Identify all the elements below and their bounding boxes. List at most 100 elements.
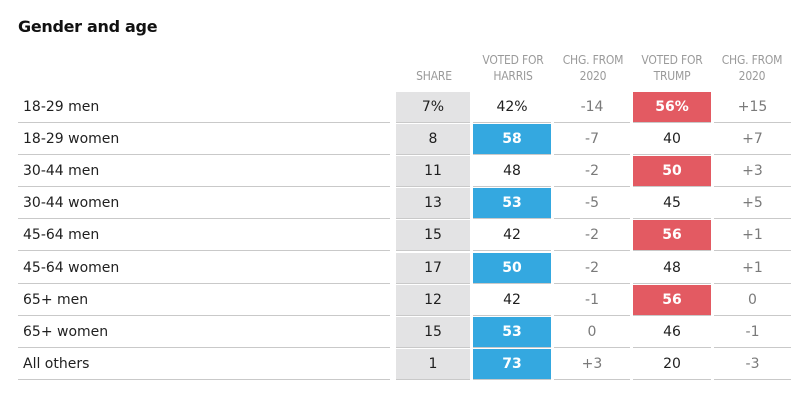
trump-cell: 20 <box>663 356 681 372</box>
trump-change-cell: +5 <box>742 195 763 211</box>
harris-cell: 73 <box>473 349 551 379</box>
share-cell: 7% <box>396 92 470 122</box>
row-label: All others <box>23 356 90 372</box>
header-harris-line2: HARRIS <box>493 69 533 83</box>
trump-change-cell: +3 <box>742 163 763 179</box>
row-divider <box>18 122 390 123</box>
trump-change-cell: +7 <box>742 131 763 147</box>
row-divider <box>633 315 711 316</box>
row-divider <box>396 379 470 380</box>
chart-title: Gender and age <box>18 17 158 36</box>
header-trump: VOTED FOR TRUMP <box>633 52 711 84</box>
row-divider <box>714 347 791 348</box>
row-divider <box>396 250 470 251</box>
row-label: 18-29 women <box>23 131 120 147</box>
header-share: SHARE <box>398 52 470 84</box>
harris-cell: 58 <box>473 124 551 154</box>
row-divider <box>396 122 470 123</box>
header-chg-trump-line1: CHG. FROM <box>721 53 783 67</box>
row-label: 45-64 men <box>23 227 100 243</box>
row-divider <box>18 283 390 284</box>
trump-change-cell: -1 <box>745 324 760 340</box>
row-divider <box>633 154 711 155</box>
row-divider <box>473 250 551 251</box>
harris-change-cell: -14 <box>580 99 604 115</box>
row-divider <box>396 218 470 219</box>
header-chg-harris-line1: CHG. FROM <box>562 53 624 67</box>
trump-cell: 56 <box>633 220 711 250</box>
header-chg-harris-line2: 2020 <box>579 69 607 83</box>
row-divider <box>554 347 630 348</box>
row-divider <box>18 250 390 251</box>
share-cell: 12 <box>396 285 470 315</box>
header-share-line1 <box>398 52 470 68</box>
row-divider <box>714 379 791 380</box>
trump-cell: 50 <box>633 156 711 186</box>
row-divider <box>473 283 551 284</box>
row-divider <box>714 186 791 187</box>
trump-cell: 46 <box>663 324 681 340</box>
row-divider <box>473 315 551 316</box>
row-label: 18-29 men <box>23 99 100 115</box>
row-divider <box>554 283 630 284</box>
row-divider <box>714 218 791 219</box>
row-label: 45-64 women <box>23 260 120 276</box>
share-cell: 15 <box>396 220 470 250</box>
trump-cell: 56 <box>633 285 711 315</box>
row-divider <box>396 154 470 155</box>
row-divider <box>473 154 551 155</box>
header-trump-line1: VOTED FOR <box>641 53 703 67</box>
header-share-line2: SHARE <box>416 69 452 83</box>
share-cell: 1 <box>396 349 470 379</box>
share-cell: 15 <box>396 317 470 347</box>
row-divider <box>396 347 470 348</box>
harris-change-cell: -2 <box>585 260 599 276</box>
harris-change-cell: -2 <box>585 163 599 179</box>
trump-change-cell: +1 <box>742 260 763 276</box>
row-divider <box>396 315 470 316</box>
harris-cell: 50 <box>473 253 551 283</box>
header-harris: VOTED FOR HARRIS <box>473 52 553 84</box>
row-divider <box>633 122 711 123</box>
share-cell: 17 <box>396 253 470 283</box>
row-divider <box>714 315 791 316</box>
harris-change-cell: 0 <box>587 324 597 340</box>
row-divider <box>18 379 390 380</box>
header-chg-trump-line2: 2020 <box>738 69 766 83</box>
trump-change-cell: +1 <box>742 227 763 243</box>
share-cell: 11 <box>396 156 470 186</box>
header-chg-trump: CHG. FROM 2020 <box>713 52 791 84</box>
row-divider <box>554 122 630 123</box>
row-divider <box>18 315 390 316</box>
harris-cell: 53 <box>473 188 551 218</box>
share-cell: 13 <box>396 188 470 218</box>
row-divider <box>554 250 630 251</box>
trump-cell: 45 <box>663 195 681 211</box>
row-divider <box>18 186 390 187</box>
row-label: 30-44 men <box>23 163 100 179</box>
row-divider <box>633 218 711 219</box>
harris-cell: 48 <box>503 163 521 179</box>
row-divider <box>554 154 630 155</box>
trump-cell: 48 <box>663 260 681 276</box>
row-divider <box>633 186 711 187</box>
harris-change-cell: -7 <box>585 131 599 147</box>
row-divider <box>554 186 630 187</box>
row-label: 65+ women <box>23 324 109 340</box>
header-chg-harris: CHG. FROM 2020 <box>555 52 631 84</box>
harris-change-cell: -5 <box>585 195 599 211</box>
row-divider <box>473 379 551 380</box>
row-label: 65+ men <box>23 292 89 308</box>
harris-change-cell: -1 <box>585 292 599 308</box>
harris-cell: 53 <box>473 317 551 347</box>
row-divider <box>633 379 711 380</box>
harris-cell: 42% <box>496 99 528 115</box>
row-divider <box>473 218 551 219</box>
trump-change-cell: -3 <box>745 356 760 372</box>
row-label: 30-44 women <box>23 195 120 211</box>
harris-cell: 42 <box>503 227 521 243</box>
harris-change-cell: -2 <box>585 227 599 243</box>
harris-cell: 42 <box>503 292 521 308</box>
row-divider <box>473 186 551 187</box>
row-divider <box>396 283 470 284</box>
